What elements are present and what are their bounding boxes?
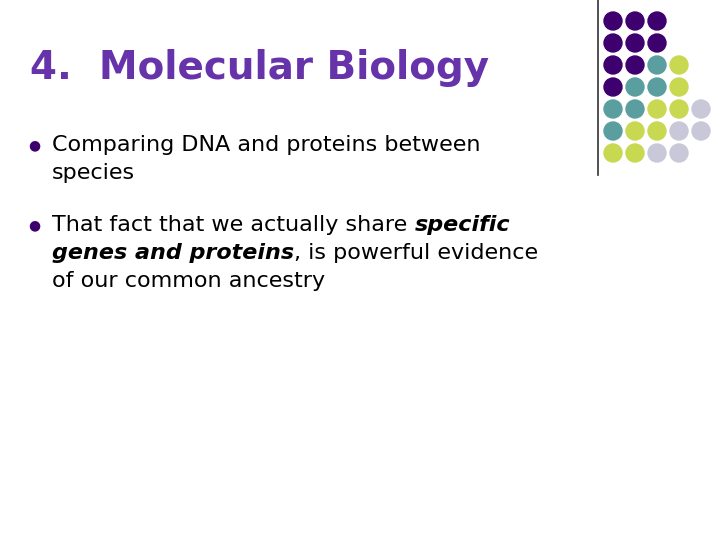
Text: , is powerful evidence: , is powerful evidence — [294, 243, 539, 263]
Text: Comparing DNA and proteins between: Comparing DNA and proteins between — [52, 135, 480, 155]
Circle shape — [670, 100, 688, 118]
Circle shape — [626, 34, 644, 52]
Text: ●: ● — [28, 138, 40, 152]
Circle shape — [626, 144, 644, 162]
Circle shape — [648, 12, 666, 30]
Text: of our common ancestry: of our common ancestry — [52, 271, 325, 291]
Text: genes and proteins: genes and proteins — [52, 243, 294, 263]
Circle shape — [604, 34, 622, 52]
Circle shape — [626, 78, 644, 96]
Circle shape — [648, 78, 666, 96]
Circle shape — [604, 12, 622, 30]
Circle shape — [670, 144, 688, 162]
Circle shape — [692, 122, 710, 140]
Circle shape — [692, 100, 710, 118]
Circle shape — [626, 12, 644, 30]
Text: species: species — [52, 163, 135, 183]
Circle shape — [604, 122, 622, 140]
Circle shape — [670, 122, 688, 140]
Circle shape — [648, 144, 666, 162]
Circle shape — [604, 100, 622, 118]
Circle shape — [670, 56, 688, 74]
Circle shape — [670, 78, 688, 96]
Text: 4.  Molecular Biology: 4. Molecular Biology — [30, 49, 489, 87]
Circle shape — [648, 56, 666, 74]
Text: ●: ● — [28, 218, 40, 232]
Circle shape — [604, 78, 622, 96]
Circle shape — [604, 56, 622, 74]
Circle shape — [626, 122, 644, 140]
Circle shape — [626, 56, 644, 74]
Circle shape — [626, 100, 644, 118]
Text: specific: specific — [415, 215, 510, 235]
Circle shape — [648, 100, 666, 118]
Text: That fact that we actually share: That fact that we actually share — [52, 215, 415, 235]
Circle shape — [604, 144, 622, 162]
Circle shape — [648, 34, 666, 52]
Circle shape — [648, 122, 666, 140]
